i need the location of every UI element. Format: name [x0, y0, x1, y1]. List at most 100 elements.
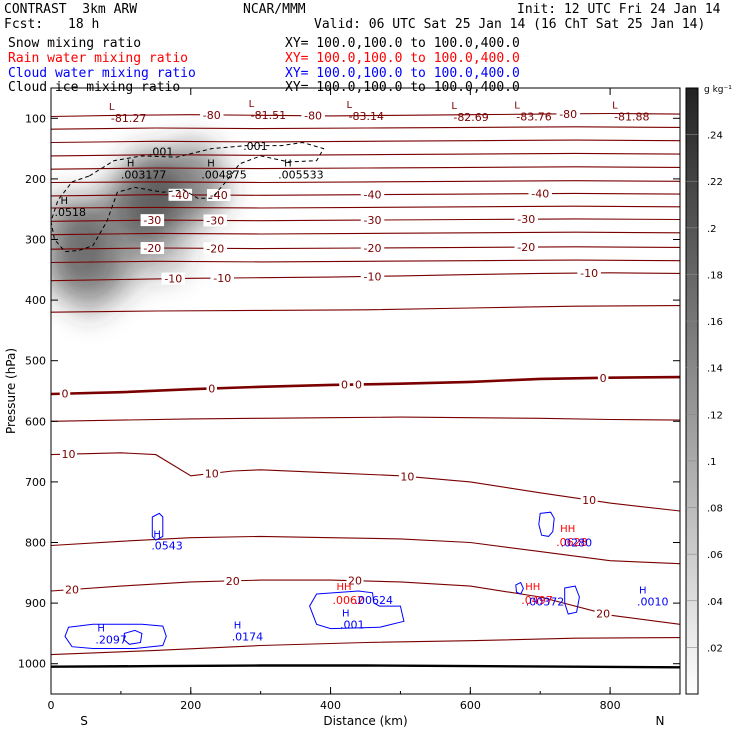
valid-time: Valid: 06 UTC Sat 25 Jan 14 (16 ChT Sat …: [314, 17, 706, 32]
rain-max-label: .0628: [556, 536, 588, 549]
isotherm-label-bg: [199, 108, 224, 121]
max-marker: H: [207, 159, 215, 170]
colorbar-tick-label: .14: [707, 364, 723, 375]
isotherm-label-20: 20: [596, 607, 610, 620]
isotherm-label-bg: [168, 188, 193, 201]
isotherm-label-0: 0: [355, 378, 362, 391]
isotherm-label-bg: [360, 270, 385, 283]
max-marker: H: [639, 585, 647, 596]
field-label-cloud-water: Cloud water mixing ratio: [8, 66, 196, 81]
isotherm-label--40: -40: [364, 189, 382, 202]
max-marker: HH: [337, 582, 352, 593]
isotherm--5: [51, 305, 680, 313]
isotherm-label-20: 20: [226, 575, 240, 588]
temperature-min-label: -83.14: [349, 110, 384, 123]
isotherm-label--30: -30: [364, 214, 382, 227]
fcst-value: 18 h: [68, 17, 100, 32]
temperature-min-label: -81.88: [614, 110, 649, 123]
isotherm-label-bg: [140, 214, 165, 227]
isotherm-label-bg: [206, 189, 231, 202]
cloud-water-contour-4: [538, 511, 555, 537]
isotherm-20: [51, 579, 680, 625]
colorbar-tick-label: .18: [707, 270, 723, 281]
isotherm-label-20: 20: [65, 584, 79, 597]
isotherm-25: [51, 637, 680, 656]
isotherm--35: [51, 205, 680, 209]
isotherm-label-bg: [224, 574, 242, 587]
isotherm-label-bg: [360, 188, 385, 201]
isotherm-label--80: -80: [559, 108, 577, 121]
isotherm-label-bg: [398, 470, 416, 483]
y-tick-label: 800: [25, 537, 46, 550]
end-label-south: S: [80, 714, 88, 728]
snow-shading: [51, 142, 226, 316]
cloud-water-max-label: .2097: [95, 633, 127, 646]
isotherm-label--40: -40: [531, 188, 549, 201]
field-xy-rain: XY= 100.0,100.0 to 100.0,400.0: [285, 51, 520, 66]
isotherm-label-bg: [140, 242, 165, 255]
surface-line: [51, 664, 680, 669]
isotherm--25: [51, 231, 680, 236]
isotherm-label--30: -30: [206, 214, 224, 227]
colorbar-tick-label: .16: [707, 317, 723, 328]
isotherm-label-bg: [346, 574, 364, 587]
field-label-rain: Rain water mixing ratio: [8, 51, 189, 66]
y-tick-label: 500: [25, 355, 46, 368]
x-axis-title: Distance (km): [323, 714, 407, 728]
isotherm-label--20: -20: [206, 242, 224, 255]
isotherm-label--30: -30: [143, 214, 161, 227]
overlap-label: .0280: [561, 537, 593, 550]
cloud-ice-contour: [51, 141, 325, 253]
cloud-water-contour-3: [309, 590, 405, 630]
max-marker: H: [342, 608, 350, 619]
isotherm-label--40: -40: [210, 189, 228, 202]
cloud-water-max-label: .001: [340, 618, 365, 631]
isotherm-label-bg: [360, 214, 385, 227]
y-tick-label: 400: [25, 294, 46, 307]
snow-max-label: .005533: [278, 169, 324, 182]
isotherm-label-10: 10: [61, 448, 75, 461]
init-time: Init: 12 UTC Fri 24 Jan 14: [517, 2, 721, 17]
snow-max-label: .003177: [121, 169, 167, 182]
isotherm-label-20: 20: [348, 575, 362, 588]
isotherm-label-bg: [301, 109, 325, 122]
isotherm-label-bg: [63, 583, 81, 596]
max-marker: H: [284, 159, 292, 170]
isotherm-label-bg: [210, 272, 234, 285]
isotherm-label-bg: [161, 272, 186, 285]
overlap-label: .00372: [526, 595, 565, 608]
isotherm-label-bg: [203, 214, 227, 227]
isotherm-label--10: -10: [164, 273, 182, 286]
x-tick-label: 0: [48, 699, 55, 712]
cloud-water-contour-2: [123, 629, 143, 645]
cloud-water-contour-6: [515, 581, 524, 595]
cloud-ice-label: .001: [149, 146, 174, 159]
isotherm-label-bg: [514, 213, 538, 226]
isotherm-label-10: 10: [205, 467, 219, 480]
temperature-min-label: -82.69: [453, 111, 488, 124]
temperature-min-label: -81.27: [111, 112, 146, 125]
min-marker: L: [347, 100, 353, 111]
isotherm-label-bg: [556, 107, 580, 120]
colorbar-unit: g kg⁻¹: [704, 85, 732, 95]
fcst-label: Fcst:: [4, 17, 44, 32]
cloud-water-contour-1: [64, 623, 167, 649]
isotherm-label-0: 0: [61, 388, 68, 401]
y-tick-label: 600: [25, 415, 46, 428]
model-title: CONTRAST 3km ARW: [4, 2, 138, 17]
plot-frame: [50, 87, 681, 695]
rain-max-label: .0062: [333, 594, 365, 607]
isotherm-label-bg: [203, 467, 221, 480]
isotherm-label--20: -20: [364, 242, 382, 255]
isotherm-label--20: -20: [143, 242, 161, 255]
cloud-water-max-label: .0174: [232, 630, 264, 643]
isotherm-label--10: -10: [213, 272, 231, 285]
y-tick-label: 900: [25, 597, 46, 610]
colorbar-tick-label: .12: [707, 410, 723, 421]
temperature-min-label: -83.76: [516, 110, 551, 123]
isotherm-label-bg: [594, 607, 612, 620]
max-marker: H: [60, 196, 68, 207]
field-xy-cloud-water: XY= 100.0,100.0 to 100.0,400.0: [285, 66, 520, 81]
colorbar-tick-label: .24: [707, 131, 723, 142]
